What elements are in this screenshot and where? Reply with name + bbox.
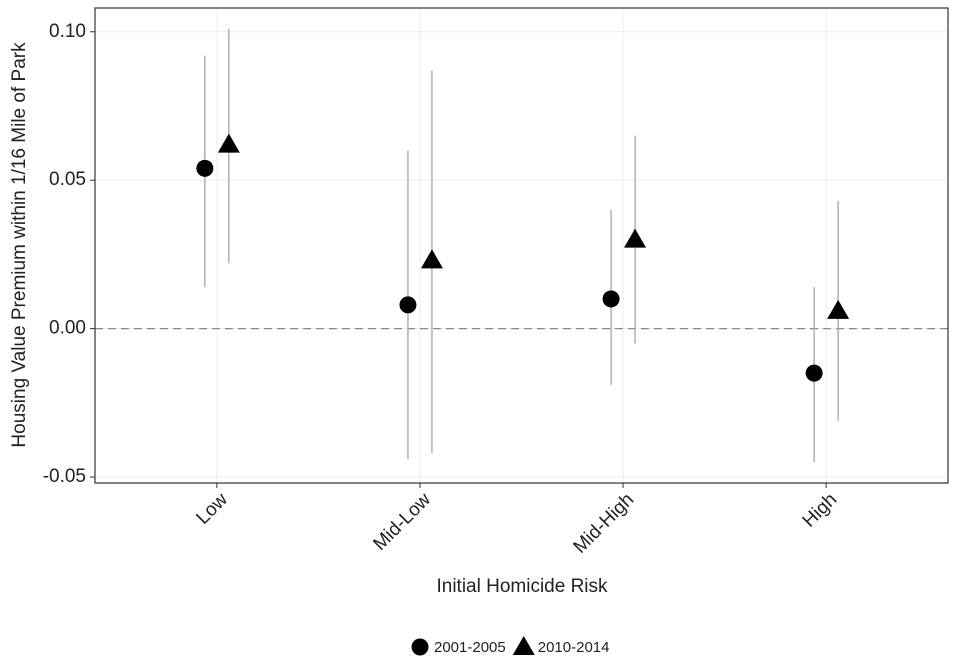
point-circle (411, 638, 429, 656)
point-triangle (420, 249, 443, 269)
plot-border (94, 7, 949, 484)
point-circle (399, 296, 417, 314)
point-circle (196, 159, 214, 177)
point-circle (805, 364, 823, 382)
point-circle (602, 290, 620, 308)
x-axis-label: Initial Homicide Risk (436, 576, 608, 597)
y-tick-label: -0.05 (43, 466, 86, 487)
x-tick-label: Mid-Low (369, 489, 435, 555)
y-tick-label: 0.10 (49, 21, 86, 42)
x-tick-label: Mid-High (570, 489, 639, 558)
x-tick-label: Low (192, 489, 232, 529)
y-tick-label: 0.05 (49, 169, 86, 190)
point-triangle (217, 133, 240, 153)
point-triangle (512, 636, 535, 655)
y-tick-label: 0.00 (49, 318, 86, 339)
legend-label: 2001-2005 (434, 639, 506, 656)
x-tick-label: High (799, 489, 841, 531)
y-axis-label: Housing Value Premium within 1/16 Mile o… (9, 42, 30, 448)
legend-label: 2010-2014 (538, 639, 610, 656)
point-triangle (624, 228, 647, 248)
point-triangle (827, 299, 850, 319)
